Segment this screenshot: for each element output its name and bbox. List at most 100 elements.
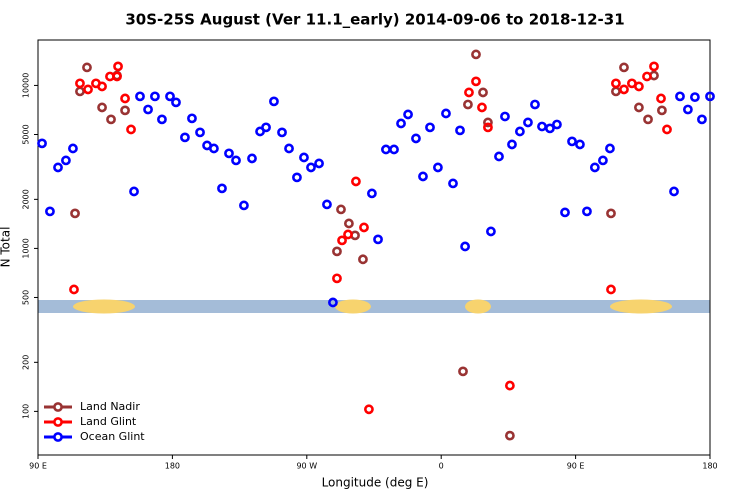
point bbox=[662, 124, 672, 135]
point bbox=[337, 235, 347, 246]
point bbox=[299, 152, 309, 163]
point bbox=[143, 104, 153, 115]
point bbox=[364, 404, 374, 415]
point bbox=[180, 132, 190, 143]
point bbox=[418, 171, 428, 182]
point bbox=[411, 133, 421, 144]
legend-label: Land Nadir bbox=[80, 400, 140, 413]
y-tick-label: 2000 bbox=[22, 189, 31, 209]
y-tick-label: 100 bbox=[22, 404, 31, 419]
point bbox=[195, 127, 205, 138]
point bbox=[261, 122, 271, 133]
day-night-band bbox=[38, 299, 710, 314]
point bbox=[157, 114, 167, 125]
point bbox=[552, 119, 562, 130]
point bbox=[589, 162, 600, 173]
point bbox=[306, 162, 316, 173]
point bbox=[70, 208, 80, 219]
point bbox=[37, 138, 47, 149]
point bbox=[381, 144, 391, 155]
point bbox=[471, 76, 481, 87]
point bbox=[343, 229, 353, 240]
point bbox=[239, 200, 249, 211]
point bbox=[682, 104, 693, 115]
point bbox=[477, 102, 487, 113]
point bbox=[690, 92, 700, 103]
point bbox=[642, 71, 652, 82]
point bbox=[336, 204, 346, 215]
point bbox=[500, 111, 510, 122]
x-tick-label: 90 E bbox=[29, 462, 47, 471]
point bbox=[458, 366, 468, 377]
point bbox=[567, 136, 577, 147]
point bbox=[150, 91, 160, 102]
point bbox=[494, 151, 504, 162]
point bbox=[247, 153, 257, 164]
point bbox=[314, 158, 324, 169]
point bbox=[120, 93, 130, 104]
point bbox=[537, 121, 547, 132]
point bbox=[634, 81, 644, 92]
point bbox=[504, 380, 515, 391]
point bbox=[332, 246, 342, 257]
point bbox=[351, 176, 361, 187]
x-tick-label: 180 bbox=[165, 462, 180, 471]
point bbox=[483, 122, 493, 133]
point bbox=[82, 62, 92, 73]
x-tick-label: 90 E bbox=[567, 462, 585, 471]
point bbox=[332, 273, 342, 284]
y-tick-label: 500 bbox=[22, 290, 31, 305]
point bbox=[217, 183, 227, 194]
point bbox=[135, 91, 145, 102]
point bbox=[373, 234, 383, 245]
point bbox=[656, 93, 666, 104]
point bbox=[582, 206, 592, 217]
point bbox=[649, 61, 659, 72]
point bbox=[231, 155, 241, 166]
point bbox=[75, 86, 85, 97]
point bbox=[69, 284, 79, 295]
legend: Land Nadir Land Glint Ocean Glint bbox=[44, 400, 145, 443]
point bbox=[464, 87, 474, 98]
point bbox=[97, 81, 107, 92]
legend-marker bbox=[53, 417, 63, 427]
point bbox=[560, 207, 570, 218]
point bbox=[611, 86, 621, 97]
point bbox=[483, 117, 493, 128]
point bbox=[403, 109, 413, 120]
point bbox=[545, 123, 555, 134]
point bbox=[463, 99, 473, 110]
point bbox=[598, 155, 608, 166]
point bbox=[619, 62, 629, 73]
point bbox=[530, 99, 540, 110]
point bbox=[358, 254, 368, 265]
point bbox=[507, 139, 517, 150]
point bbox=[224, 148, 234, 159]
y-tick-label: 5000 bbox=[22, 124, 31, 144]
point bbox=[165, 91, 175, 102]
point bbox=[396, 118, 406, 129]
point bbox=[523, 117, 533, 128]
point bbox=[328, 297, 338, 308]
point bbox=[277, 127, 287, 138]
point bbox=[605, 143, 615, 154]
point bbox=[45, 206, 55, 217]
point bbox=[322, 199, 332, 210]
y-tick-label: 200 bbox=[22, 355, 31, 370]
x-tick-label: 0 bbox=[439, 462, 444, 471]
legend-label: Land Glint bbox=[80, 415, 137, 428]
point bbox=[643, 114, 653, 125]
point bbox=[106, 114, 116, 125]
point bbox=[284, 143, 294, 154]
point bbox=[120, 105, 130, 116]
point bbox=[75, 78, 85, 89]
point bbox=[606, 284, 616, 295]
point bbox=[367, 188, 377, 199]
point bbox=[53, 162, 63, 173]
point bbox=[269, 96, 279, 107]
point bbox=[126, 124, 136, 135]
point bbox=[433, 162, 443, 173]
point bbox=[675, 91, 685, 102]
point bbox=[504, 430, 515, 441]
